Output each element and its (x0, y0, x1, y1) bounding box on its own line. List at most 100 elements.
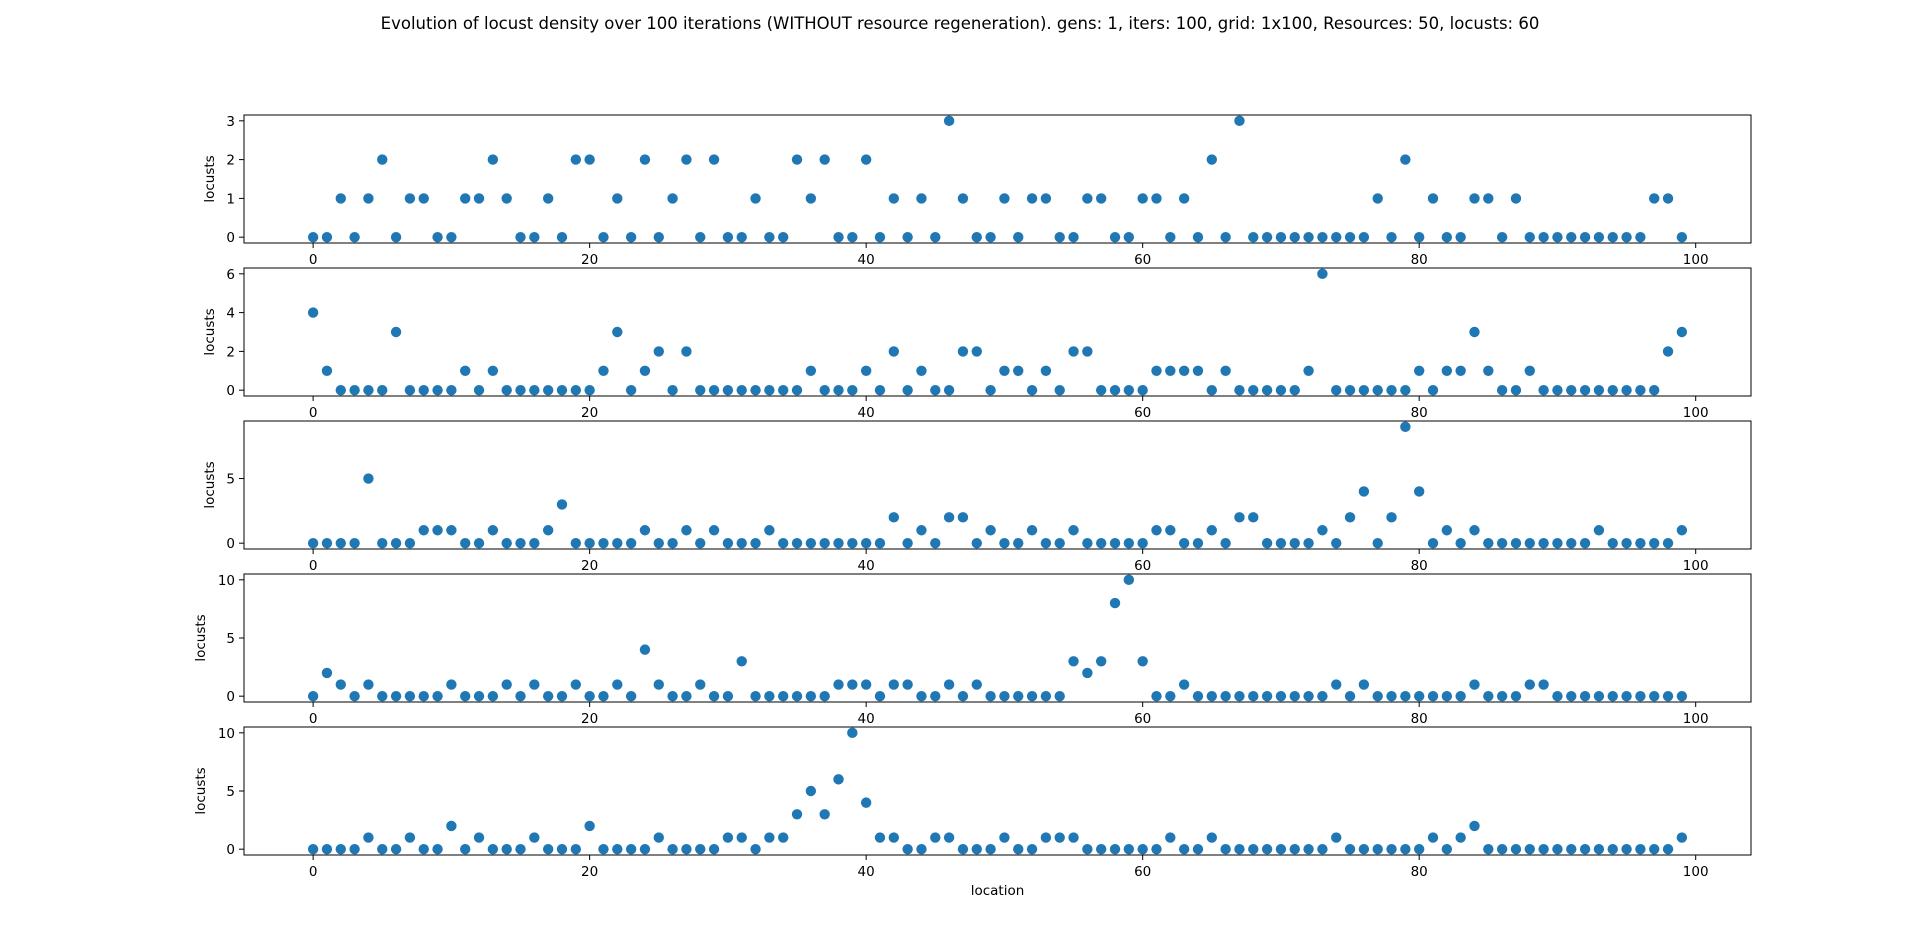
data-point (1068, 525, 1079, 536)
data-point (1303, 843, 1314, 855)
data-point (943, 115, 955, 127)
data-point (1275, 231, 1287, 243)
data-point (460, 365, 471, 376)
data-point (1441, 525, 1453, 536)
data-point (1123, 231, 1135, 243)
data-point (1095, 656, 1107, 667)
data-point (639, 365, 651, 376)
data-point (722, 231, 734, 243)
data-point (888, 679, 900, 690)
data-point (1621, 384, 1632, 396)
subplot-3: 0 5 0 20 40 60 80 100 locusts (202, 420, 1752, 574)
data-point (321, 843, 333, 855)
data-point (460, 193, 471, 204)
data-point (1455, 537, 1466, 549)
data-point (1662, 346, 1674, 357)
data-point (1248, 384, 1259, 396)
data-point (1496, 231, 1508, 243)
data-point (1026, 384, 1038, 396)
data-point (833, 231, 844, 243)
data-point (1082, 346, 1093, 357)
data-point (1510, 193, 1522, 204)
data-point (1151, 525, 1162, 536)
data-point (639, 843, 651, 855)
axes-frame (243, 114, 1752, 244)
data-point (943, 679, 955, 690)
data-point (432, 525, 443, 536)
data-point (349, 537, 360, 549)
data-point (1538, 843, 1549, 855)
data-point (971, 346, 982, 357)
data-point (874, 384, 886, 396)
data-point (1234, 512, 1245, 523)
data-point (1483, 690, 1494, 702)
y-tick-label: 5 (226, 631, 235, 647)
data-point (1054, 537, 1065, 549)
data-point (722, 832, 734, 843)
data-point (1137, 384, 1148, 396)
data-point (1676, 525, 1688, 536)
y-tick-label: 0 (226, 842, 235, 858)
data-point (1317, 268, 1328, 280)
axes-frame (243, 573, 1752, 703)
data-point (1317, 843, 1328, 855)
data-point (1289, 843, 1300, 855)
data-point (1178, 679, 1190, 690)
data-point (1372, 843, 1383, 855)
data-point (667, 193, 678, 204)
data-point (1579, 843, 1591, 855)
data-point (598, 365, 609, 376)
x-tick-label: 60 (1134, 711, 1151, 727)
data-point (1358, 486, 1370, 497)
data-point (418, 525, 429, 536)
data-point (1593, 384, 1605, 396)
x-tick-label: 100 (1683, 558, 1709, 574)
data-point (736, 537, 747, 549)
data-point (1068, 231, 1079, 243)
data-point (307, 690, 319, 702)
data-point (1566, 690, 1577, 702)
data-point (916, 690, 927, 702)
data-point (1372, 384, 1383, 396)
data-point (404, 537, 416, 549)
data-point (1676, 231, 1688, 243)
data-point (515, 384, 526, 396)
data-point (1040, 690, 1052, 702)
x-tick-label: 0 (309, 864, 318, 880)
data-point (1123, 843, 1135, 855)
x-tick-label: 40 (858, 405, 875, 421)
data-point (363, 679, 374, 690)
data-point (1123, 537, 1135, 549)
data-point (1483, 843, 1494, 855)
data-point (1137, 656, 1148, 667)
data-point (363, 832, 374, 843)
data-point (1607, 843, 1618, 855)
data-point (446, 679, 457, 690)
x-tick-label: 20 (581, 864, 598, 880)
data-point (584, 384, 595, 396)
data-point (1026, 193, 1038, 204)
y-tick-label: 1 (226, 191, 235, 207)
data-point (1455, 365, 1466, 376)
data-point (1441, 690, 1453, 702)
data-point (1040, 832, 1052, 843)
data-point (321, 231, 333, 243)
data-point (999, 537, 1010, 549)
data-point (1469, 679, 1480, 690)
data-point (1068, 346, 1079, 357)
x-tick-label: 100 (1683, 711, 1709, 727)
data-point (1676, 832, 1688, 843)
data-point (930, 690, 941, 702)
data-point (1649, 537, 1660, 549)
data-point (501, 384, 512, 396)
data-point (542, 690, 554, 702)
data-point (349, 231, 360, 243)
data-point (1109, 597, 1121, 609)
data-point (1040, 193, 1052, 204)
data-point (1621, 843, 1632, 855)
data-point (999, 832, 1010, 843)
data-point (695, 679, 706, 690)
data-point (1054, 231, 1065, 243)
data-point (363, 384, 374, 396)
y-tick-label: 0 (226, 383, 235, 399)
